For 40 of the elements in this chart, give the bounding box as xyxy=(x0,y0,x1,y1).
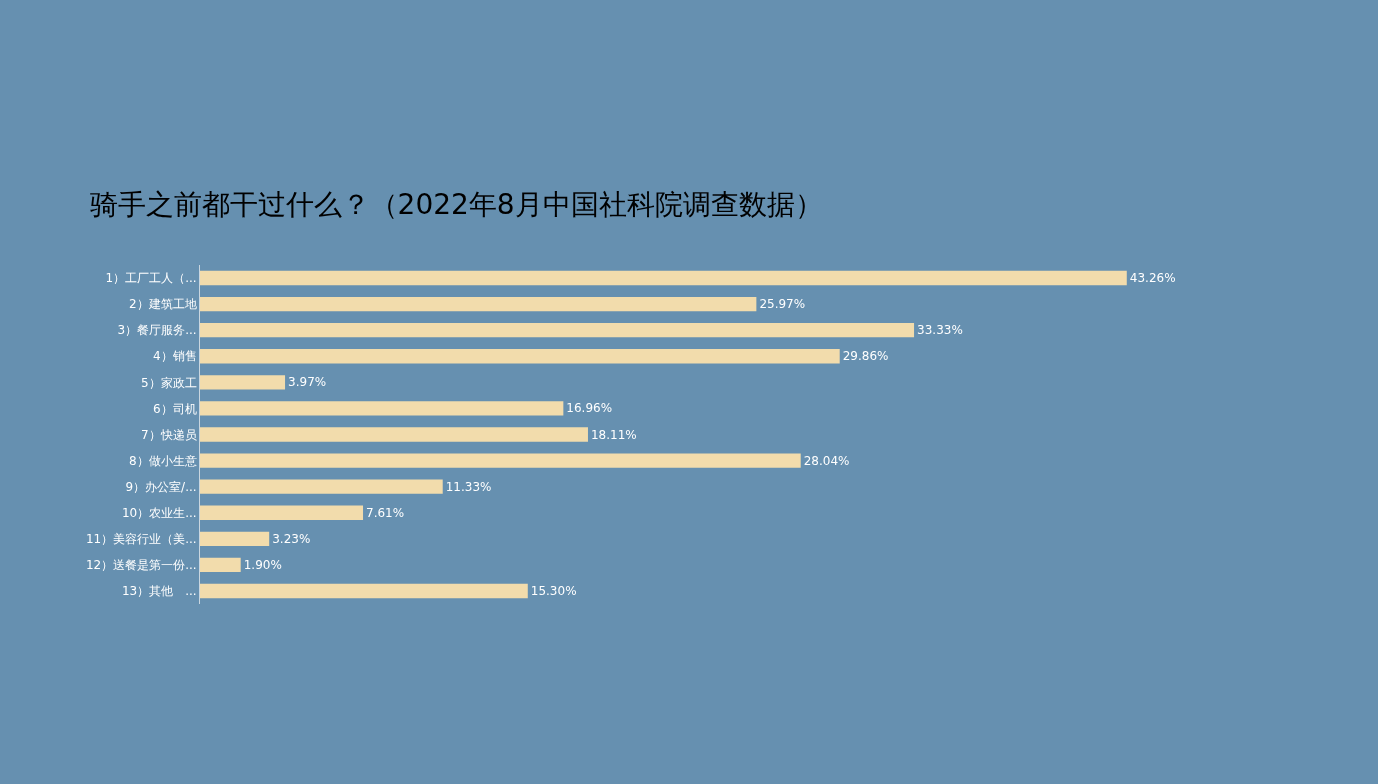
y-tick-label: 10）农业生... xyxy=(121,505,197,520)
bar xyxy=(200,323,915,338)
data-label: 11.33% xyxy=(445,479,492,494)
y-tick-label: 1）工厂工人（... xyxy=(105,271,197,286)
chart-title: 骑手之前都干过什么？（2022年8月中国社科院调查数据） xyxy=(89,187,823,221)
bar xyxy=(200,505,364,520)
bar xyxy=(200,479,443,494)
y-tick-label: 6）司机 xyxy=(152,401,197,416)
data-label: 33.33% xyxy=(917,323,963,338)
bar xyxy=(200,453,801,468)
data-label: 3.23% xyxy=(272,531,311,546)
y-tick-label: 2）建筑工地 xyxy=(128,297,197,312)
data-label: 7.61% xyxy=(366,505,405,520)
bar xyxy=(200,557,241,573)
data-label: 1.90% xyxy=(243,557,282,572)
y-tick-label: 9）办公室/... xyxy=(125,479,197,494)
bar xyxy=(200,531,270,546)
data-label: 18.11% xyxy=(590,427,637,442)
y-tick-label: 8）做小生意 xyxy=(128,453,197,468)
data-label: 28.04% xyxy=(803,453,850,468)
data-label: 15.30% xyxy=(530,583,577,598)
bar xyxy=(200,296,757,312)
bar xyxy=(200,427,588,442)
bar xyxy=(200,349,840,364)
bar xyxy=(200,401,564,416)
y-tick-label: 3）餐厅服务... xyxy=(117,323,197,338)
y-tick-label: 13）其他 ... xyxy=(121,584,197,599)
bar xyxy=(200,583,528,599)
y-tick-label: 4）销售 xyxy=(152,349,197,364)
y-tick-label: 7）快递员 xyxy=(140,427,197,442)
data-label: 3.97% xyxy=(288,375,327,390)
data-label: 43.26% xyxy=(1129,271,1176,286)
data-label: 25.97% xyxy=(759,297,806,312)
data-label: 29.86% xyxy=(842,349,889,364)
bar xyxy=(200,375,286,390)
y-tick-label: 5）家政工 xyxy=(140,375,197,390)
data-label: 16.96% xyxy=(566,401,613,416)
bar xyxy=(200,270,1127,286)
y-tick-label: 11）美容行业（美... xyxy=(85,532,197,547)
y-tick-label: 12）送餐是第一份... xyxy=(85,558,197,573)
